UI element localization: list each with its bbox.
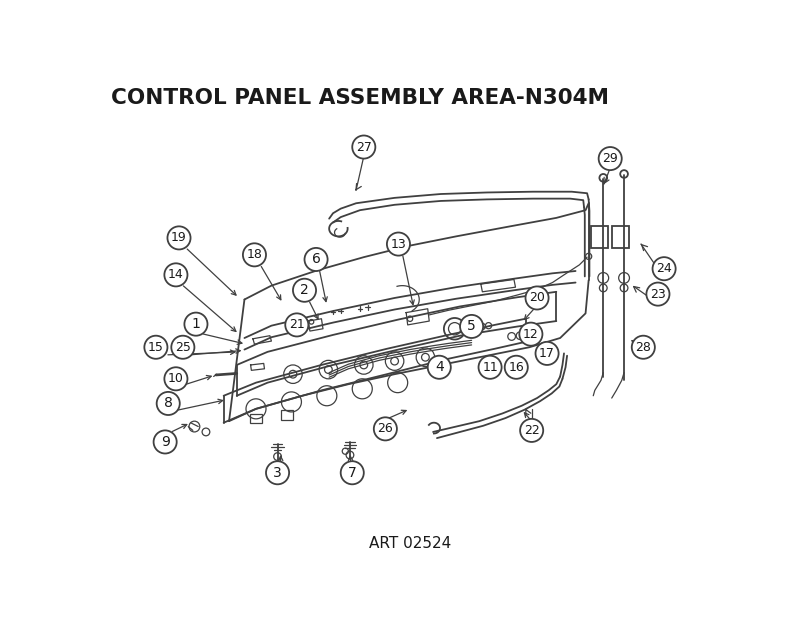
Circle shape xyxy=(598,147,622,170)
Text: 9: 9 xyxy=(161,435,170,449)
Text: 16: 16 xyxy=(508,361,524,374)
Text: 12: 12 xyxy=(523,328,538,340)
Text: 3: 3 xyxy=(273,465,282,480)
Circle shape xyxy=(526,286,549,309)
Circle shape xyxy=(171,336,194,359)
Bar xyxy=(612,226,629,248)
Circle shape xyxy=(184,312,207,336)
Text: 18: 18 xyxy=(246,248,262,262)
Text: 24: 24 xyxy=(656,262,672,275)
Text: 28: 28 xyxy=(635,341,651,354)
Text: 11: 11 xyxy=(482,361,498,374)
Bar xyxy=(591,226,608,248)
Text: 1: 1 xyxy=(191,317,200,331)
Circle shape xyxy=(646,283,670,305)
Text: 13: 13 xyxy=(390,237,406,251)
Circle shape xyxy=(632,336,655,359)
Circle shape xyxy=(387,232,410,256)
Text: 5: 5 xyxy=(467,319,476,333)
Circle shape xyxy=(535,342,558,365)
Text: 7: 7 xyxy=(348,465,357,480)
Text: 21: 21 xyxy=(289,318,305,331)
Bar xyxy=(250,414,262,424)
Circle shape xyxy=(293,279,316,302)
Text: 20: 20 xyxy=(529,291,545,304)
Text: 22: 22 xyxy=(524,424,539,437)
Text: 26: 26 xyxy=(378,422,394,436)
Circle shape xyxy=(341,461,364,485)
Text: 8: 8 xyxy=(164,396,173,410)
Text: 29: 29 xyxy=(602,152,618,165)
Circle shape xyxy=(478,356,502,379)
Circle shape xyxy=(157,392,180,415)
Text: 10: 10 xyxy=(168,372,184,385)
Circle shape xyxy=(352,135,375,159)
Circle shape xyxy=(653,257,676,280)
Bar xyxy=(281,410,293,420)
Text: 17: 17 xyxy=(539,347,555,360)
Circle shape xyxy=(519,323,542,345)
Text: 27: 27 xyxy=(356,140,372,154)
Text: CONTROL PANEL ASSEMBLY AREA-N304M: CONTROL PANEL ASSEMBLY AREA-N304M xyxy=(111,88,610,108)
Text: 19: 19 xyxy=(171,231,187,244)
Text: 25: 25 xyxy=(175,341,190,354)
Circle shape xyxy=(154,431,177,453)
Text: 23: 23 xyxy=(650,288,666,300)
Circle shape xyxy=(286,313,308,337)
Circle shape xyxy=(505,356,528,379)
Text: ART 02524: ART 02524 xyxy=(369,536,451,551)
Circle shape xyxy=(266,461,289,485)
Text: 15: 15 xyxy=(148,341,164,354)
Circle shape xyxy=(243,243,266,267)
Circle shape xyxy=(460,315,483,338)
Circle shape xyxy=(164,367,187,391)
Circle shape xyxy=(428,356,451,379)
Text: 2: 2 xyxy=(300,283,309,297)
Text: 6: 6 xyxy=(312,253,321,267)
Circle shape xyxy=(520,419,543,442)
Text: 4: 4 xyxy=(435,360,444,374)
Text: 14: 14 xyxy=(168,269,184,281)
Circle shape xyxy=(167,226,190,250)
Circle shape xyxy=(144,336,167,359)
Circle shape xyxy=(374,417,397,441)
Circle shape xyxy=(164,264,187,286)
Circle shape xyxy=(305,248,328,271)
